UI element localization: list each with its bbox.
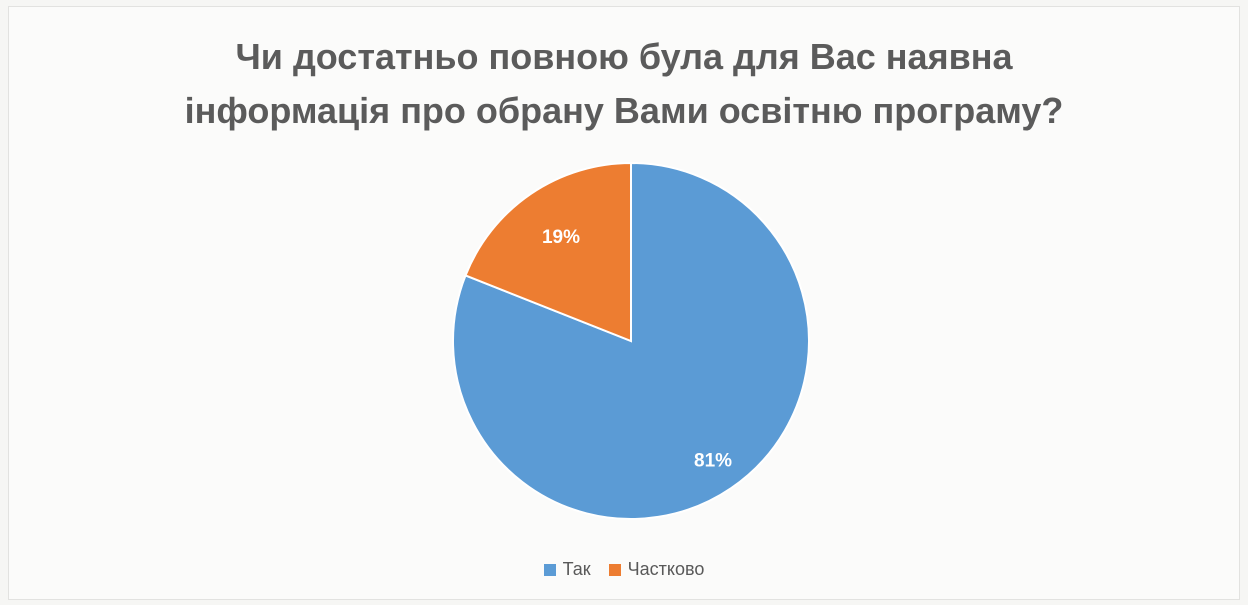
- data-label-tak: 81%: [694, 451, 732, 472]
- pie-slice-tak: [452, 161, 810, 520]
- chart-title: Чи достатньо повною була для Вас наявна …: [0, 30, 1248, 138]
- legend-label-tak: Так: [562, 559, 591, 579]
- legend: Так Частково: [0, 559, 1248, 580]
- chart-title-line-1: Чи достатньо повною була для Вас наявна: [235, 36, 1013, 77]
- legend-item-tak: Так: [543, 559, 591, 580]
- pie-slice-chastkovo: [464, 161, 632, 343]
- legend-label-chastkovo: Частково: [627, 559, 705, 579]
- data-label-chastkovo: 19%: [542, 227, 580, 248]
- legend-swatch-chastkovo: [608, 563, 621, 576]
- legend-item-chastkovo: Частково: [608, 559, 705, 580]
- legend-swatch-tak: [543, 563, 556, 576]
- chart-title-line-2: інформація про обрану Вами освітню прогр…: [184, 90, 1064, 131]
